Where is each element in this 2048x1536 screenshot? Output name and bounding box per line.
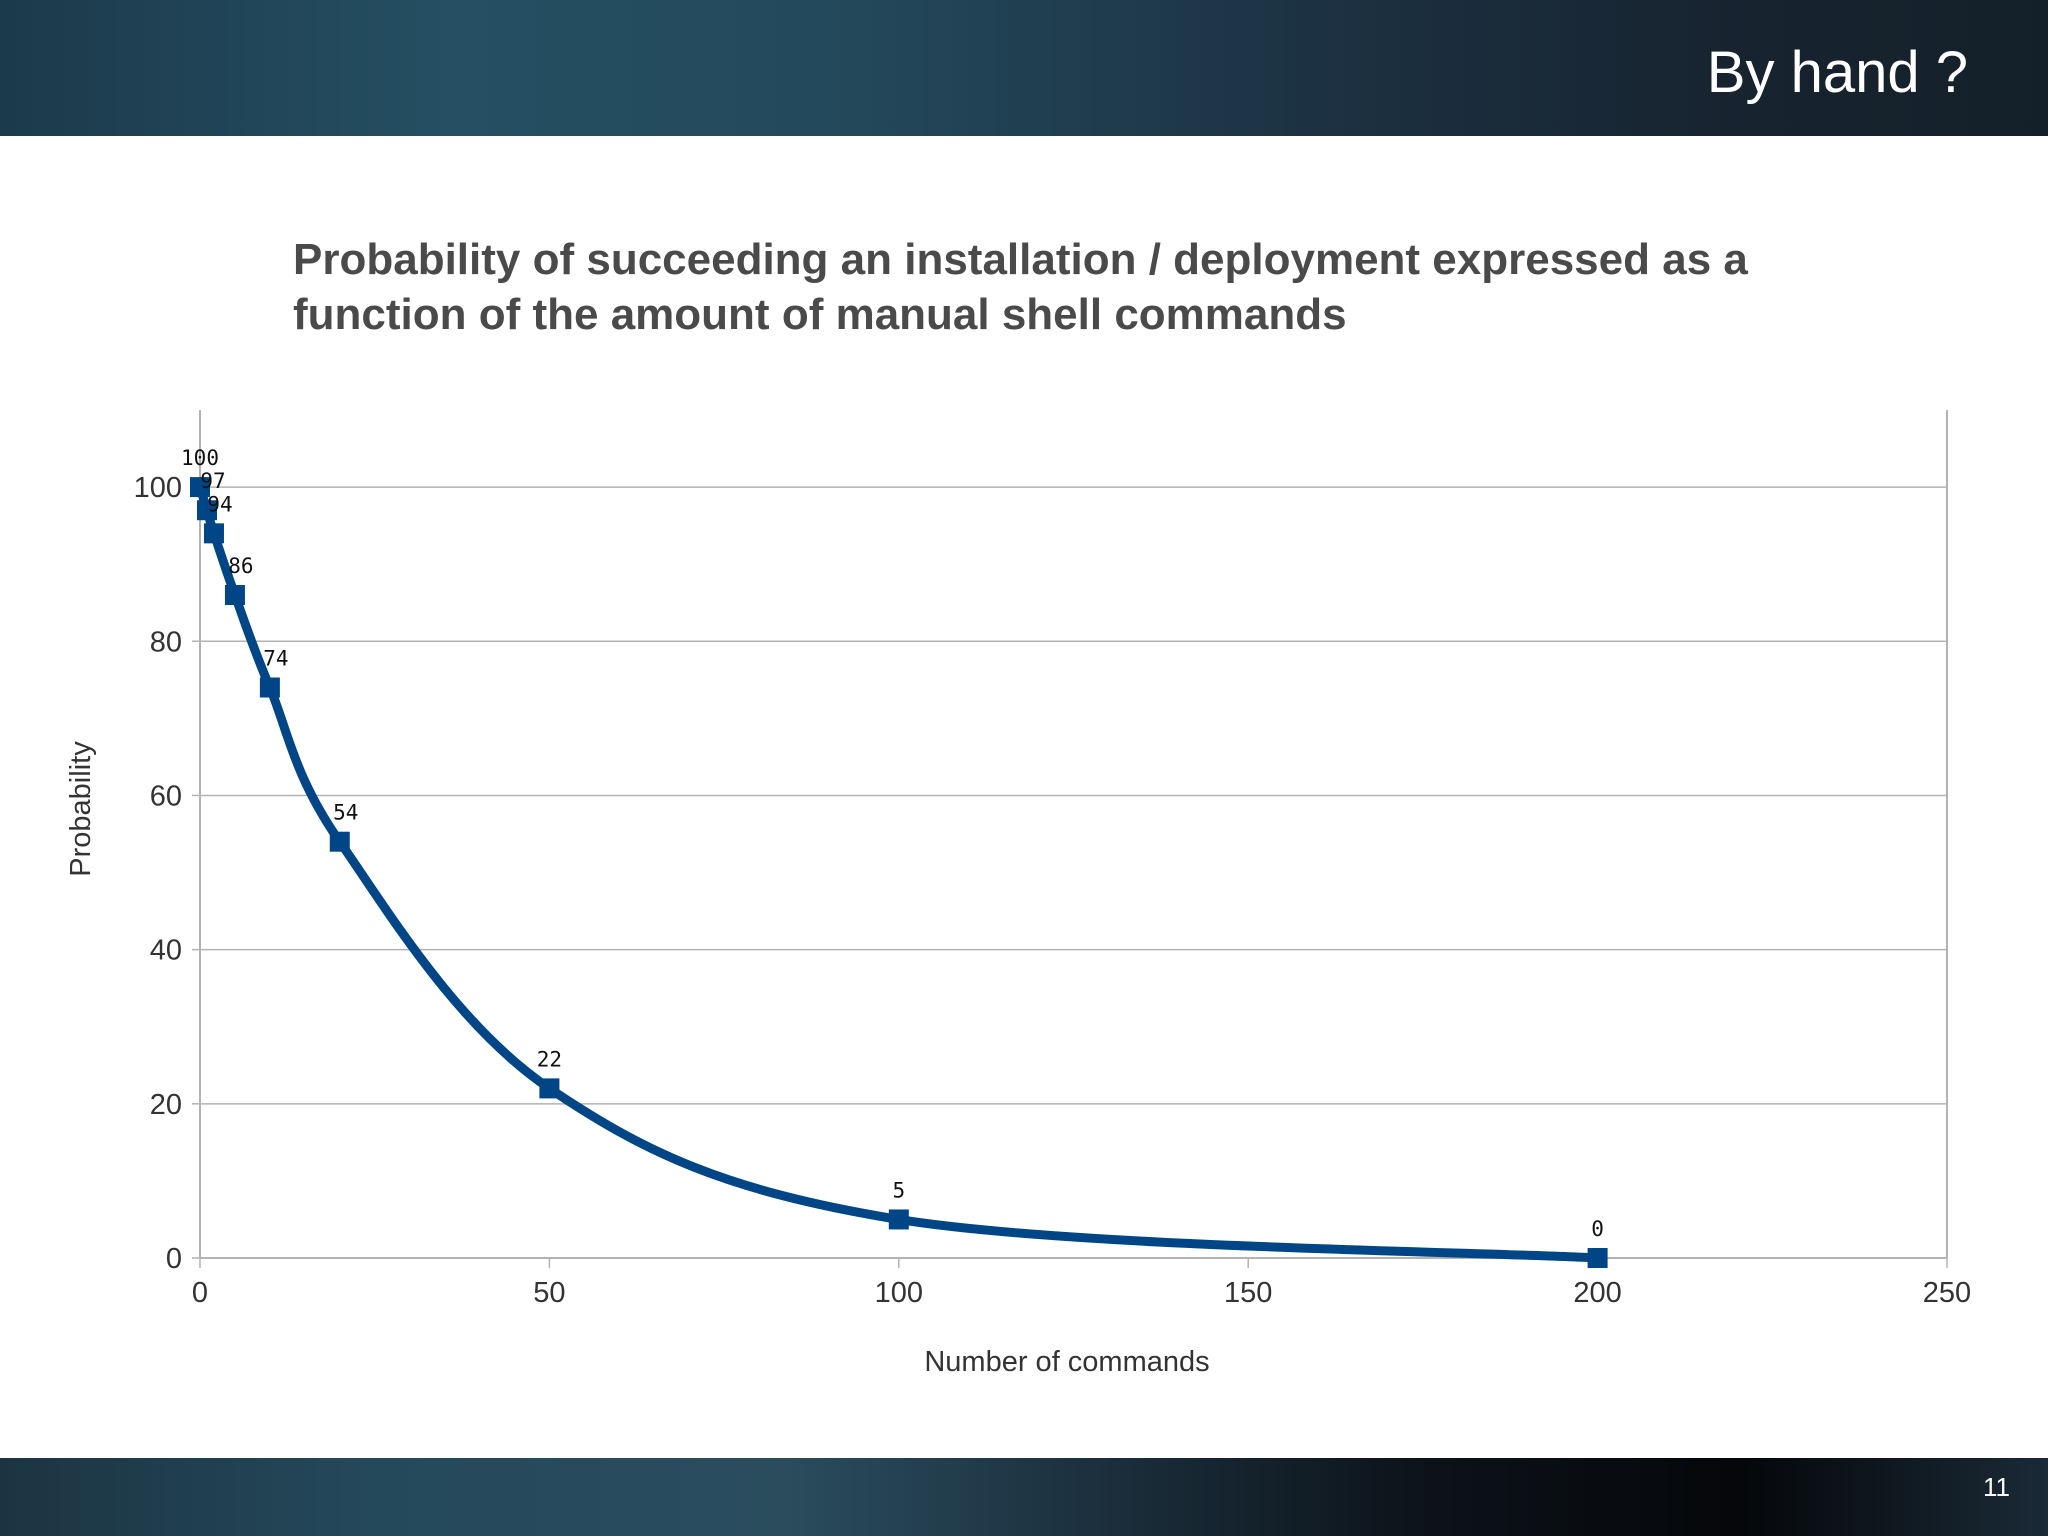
title-bar (0, 0, 2048, 136)
x-tick-label: 0 (192, 1277, 208, 1309)
series-line-layer (195, 482, 1603, 1263)
data-label: 22 (537, 1047, 562, 1071)
y-tick-label: 80 (150, 626, 182, 658)
data-markers (190, 477, 1608, 1268)
slide-number: 11 (1983, 1472, 2010, 1502)
data-point (259, 677, 280, 698)
data-label: 97 (200, 469, 225, 493)
data-label: 54 (333, 801, 358, 825)
y-tick-label: 0 (166, 1243, 182, 1275)
data-point (196, 500, 217, 521)
data-label: 0 (1591, 1217, 1604, 1241)
data-label: 100 (181, 446, 219, 470)
data-point (203, 523, 224, 544)
x-tick-label: 50 (533, 1277, 565, 1309)
y-tick-label: 60 (150, 780, 182, 812)
x-tick-label: 250 (1923, 1277, 1971, 1309)
data-point (539, 1078, 560, 1099)
y-tick-label: 100 (134, 472, 182, 504)
data-label: 74 (263, 647, 288, 671)
data-label: 94 (207, 492, 232, 516)
grid-lines (200, 486, 1947, 1105)
x-axis-label: Number of commands (924, 1346, 1209, 1378)
data-point (190, 477, 210, 498)
data-label: 5 (892, 1178, 905, 1202)
y-tick-label: 20 (150, 1089, 182, 1121)
x-tick-label: 150 (1224, 1277, 1272, 1309)
data-point (224, 585, 245, 606)
data-point (888, 1209, 909, 1230)
data-point (1587, 1248, 1608, 1268)
x-tick-label: 100 (875, 1277, 923, 1309)
slide-title: By hand ? (1706, 40, 1968, 105)
series-line (195, 482, 1603, 1263)
chart-title: Probability of succeeding an installatio… (293, 235, 1748, 339)
y-tick-label: 40 (150, 935, 182, 967)
axes (192, 410, 1948, 1268)
data-label: 86 (228, 554, 253, 578)
data-point (329, 831, 350, 852)
y-axis-label: Probability (65, 741, 97, 877)
footer-bar (0, 1458, 2048, 1536)
x-tick-label: 200 (1573, 1277, 1621, 1309)
